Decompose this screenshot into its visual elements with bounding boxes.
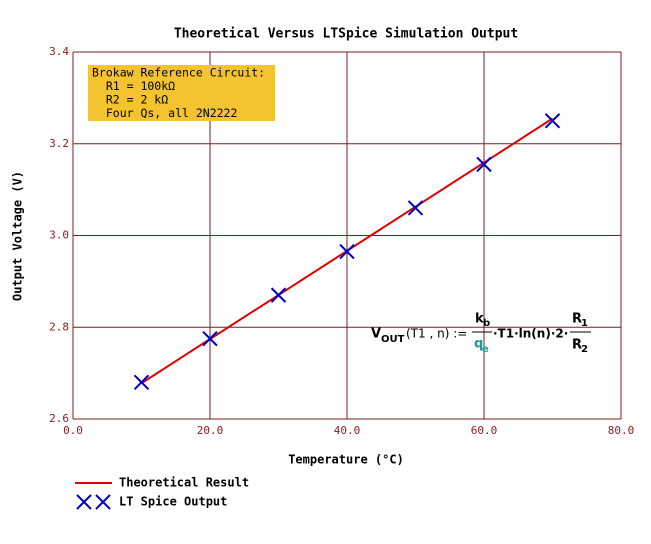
formula-part: (T1 , n) := [406, 327, 467, 341]
y-tick-label: 3.0 [49, 229, 69, 242]
formula-part: OUT [381, 334, 405, 345]
x-axis-label: Temperature (°C) [288, 453, 404, 467]
formula-part: k [475, 312, 484, 327]
legend-marker [95, 494, 111, 510]
y-axis-label: Output Voltage (V) [11, 171, 25, 301]
formula: V OUT (T1 , n) := k b q e ·T1·ln(n)·2· R… [371, 312, 591, 355]
y-tick-label: 3.2 [49, 137, 69, 150]
x-marker [202, 331, 218, 347]
legend-marker [76, 494, 92, 510]
x-tick-label: 40.0 [334, 424, 361, 437]
x-marker [407, 200, 424, 216]
chart-title: Theoretical Versus LTSpice Simulation Ou… [174, 27, 518, 42]
x-marker [133, 374, 150, 391]
annotation-line: R1 = 100kΩ [92, 79, 175, 93]
x-marker [544, 113, 561, 129]
formula-part: V [371, 327, 381, 342]
formula-part: R [572, 312, 582, 327]
x-tick-label: 80.0 [608, 424, 635, 437]
x-tick-label: 60.0 [471, 424, 498, 437]
x-tick-label: 0.0 [63, 424, 83, 437]
legend-label: Theoretical Result [119, 476, 249, 490]
y-tick-label: 2.6 [49, 412, 69, 425]
legend-label: LT Spice Output [119, 495, 227, 509]
formula-part: q [474, 337, 483, 352]
x-marker [339, 243, 355, 260]
annotation-box [88, 65, 275, 121]
annotation-line: Brokaw Reference Circuit: [92, 66, 265, 80]
x-tick-label: 20.0 [197, 424, 224, 437]
formula-part: e [482, 344, 489, 355]
annotation-line: R2 = 2 kΩ [92, 93, 168, 107]
x-marker [476, 156, 492, 173]
formula-part: 2 [581, 344, 588, 355]
formula-part: ·T1·ln(n)·2· [493, 327, 568, 341]
grid [72, 51, 622, 420]
formula-part: 1 [581, 318, 588, 329]
formula-part: R [572, 338, 582, 353]
y-tick-label: 3.4 [49, 45, 69, 58]
x-marker [270, 287, 287, 303]
y-tick-label: 2.8 [49, 320, 69, 333]
formula-part: b [483, 318, 490, 329]
annotation-line: Four Qs, all 2N2222 [92, 106, 237, 120]
